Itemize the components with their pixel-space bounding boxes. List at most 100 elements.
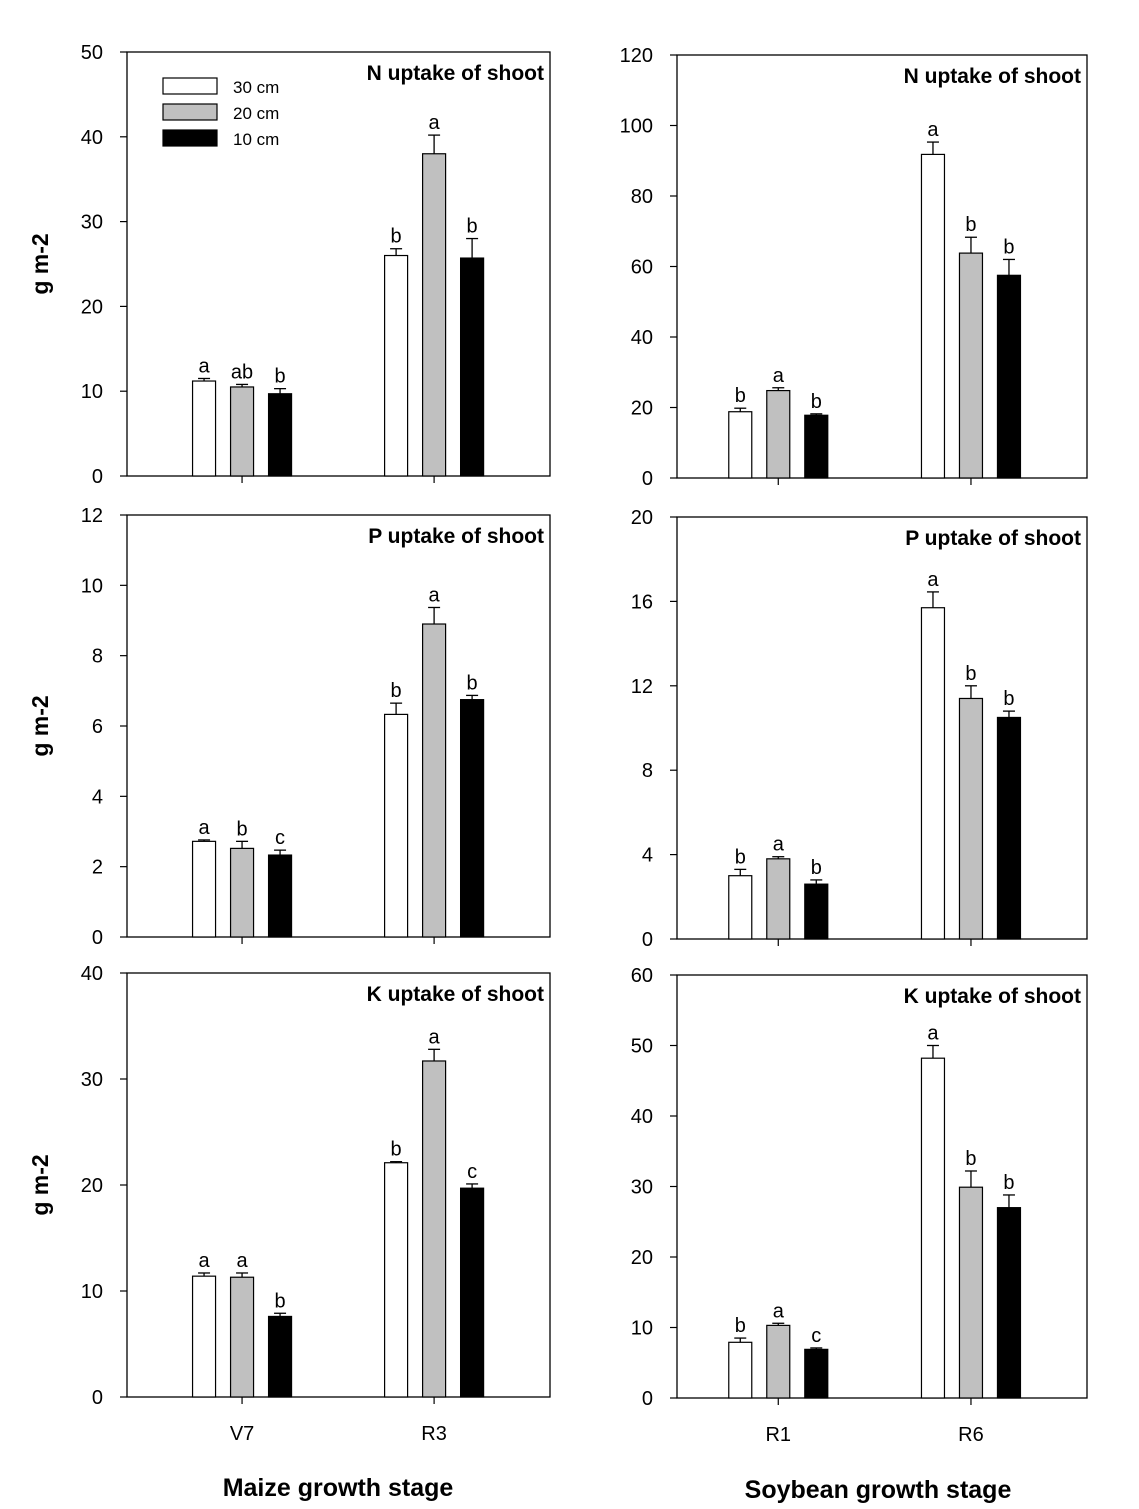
bar-30cm-R1 bbox=[728, 411, 753, 479]
bar-30cm-V7 bbox=[191, 1275, 217, 1398]
panel-title: K uptake of shoot bbox=[904, 985, 1081, 1008]
y-tick-label: 50 bbox=[631, 1036, 653, 1058]
significance-letter: b bbox=[735, 385, 746, 407]
significance-letter: a bbox=[773, 834, 785, 856]
bar-30cm-R3 bbox=[383, 254, 409, 477]
y-tick-label: 50 bbox=[81, 42, 103, 64]
y-tick-label: 60 bbox=[631, 257, 653, 279]
legend-label: 20 cm bbox=[233, 104, 279, 123]
y-tick-label: 40 bbox=[81, 127, 103, 149]
x-axis-label-maize: Maize growth stage bbox=[223, 1474, 454, 1502]
bar-20cm-V7 bbox=[229, 1276, 255, 1398]
y-tick-label: 20 bbox=[631, 1247, 653, 1269]
significance-letter: b bbox=[965, 663, 976, 685]
significance-letter: a bbox=[429, 584, 441, 606]
bar-30cm-R3 bbox=[383, 1162, 409, 1398]
legend-label: 30 cm bbox=[233, 78, 279, 97]
legend: 30 cm 20 cm 10 cm bbox=[162, 77, 279, 149]
panel-title: N uptake of shoot bbox=[904, 65, 1081, 88]
y-axis-label-n: g m-2 bbox=[27, 233, 53, 294]
significance-letter: a bbox=[927, 1023, 939, 1045]
bar-20cm-R3 bbox=[421, 623, 447, 938]
bar-20cm-R1 bbox=[766, 1324, 791, 1399]
bar-10cm-R3 bbox=[459, 1187, 485, 1398]
significance-letter: c bbox=[275, 827, 285, 849]
bar-10cm-R1 bbox=[804, 1348, 829, 1399]
y-tick-label: 20 bbox=[631, 507, 653, 529]
y-axis-label-k: g m-2 bbox=[27, 1154, 53, 1215]
bar-10cm-V7 bbox=[267, 393, 293, 477]
significance-letter: b bbox=[1003, 1172, 1014, 1194]
bar-20cm-R6 bbox=[958, 1186, 984, 1399]
y-tick-label: 0 bbox=[92, 1387, 103, 1409]
significance-letter: a bbox=[773, 1300, 785, 1322]
bar-20cm-R1 bbox=[766, 389, 791, 479]
axes-frame bbox=[126, 514, 551, 938]
significance-letter: c bbox=[811, 1325, 821, 1347]
y-tick-label: 20 bbox=[81, 296, 103, 318]
significance-letter: a bbox=[236, 1250, 248, 1272]
y-tick-label: 60 bbox=[631, 965, 653, 987]
y-axis-label-p: g m-2 bbox=[27, 695, 53, 756]
y-tick-label: 0 bbox=[642, 1388, 653, 1410]
panel-title: K uptake of shoot bbox=[367, 983, 544, 1006]
significance-letter: b bbox=[965, 214, 976, 236]
bar-30cm-R3 bbox=[383, 713, 409, 938]
legend-swatch bbox=[162, 129, 218, 147]
y-tick-label: 20 bbox=[81, 1175, 103, 1197]
significance-letter: b bbox=[965, 1148, 976, 1170]
legend-label: 10 cm bbox=[233, 130, 279, 149]
significance-letter: a bbox=[429, 1026, 441, 1048]
y-tick-label: 0 bbox=[642, 468, 653, 490]
bar-30cm-R6 bbox=[920, 607, 946, 940]
y-tick-label: 0 bbox=[92, 927, 103, 949]
significance-letter: b bbox=[735, 846, 746, 868]
y-tick-label: 0 bbox=[92, 466, 103, 488]
y-tick-label: 12 bbox=[631, 676, 653, 698]
y-tick-label: 0 bbox=[642, 929, 653, 951]
significance-letter: b bbox=[391, 680, 402, 702]
bar-30cm-R1 bbox=[728, 875, 753, 940]
x-axis-label-soybean: Soybean growth stage bbox=[745, 1476, 1012, 1504]
panel-title: N uptake of shoot bbox=[367, 62, 544, 85]
y-tick-label: 2 bbox=[92, 857, 103, 879]
bar-30cm-V7 bbox=[191, 840, 217, 938]
y-tick-label: 120 bbox=[620, 45, 653, 67]
significance-letter: a bbox=[198, 355, 210, 377]
significance-letter: ab bbox=[231, 361, 253, 383]
bar-30cm-R1 bbox=[728, 1341, 753, 1399]
y-tick-label: 4 bbox=[92, 786, 103, 808]
y-tick-label: 30 bbox=[81, 1069, 103, 1091]
bar-20cm-R6 bbox=[958, 697, 984, 940]
panel-3: 0 2 4 6 8 10 12 P uptake of shoot a b c b a b bbox=[81, 505, 551, 949]
bar-30cm-V7 bbox=[191, 380, 217, 477]
panel-title: P uptake of shoot bbox=[368, 525, 544, 548]
bar-20cm-R3 bbox=[421, 1060, 447, 1398]
y-tick-label: 12 bbox=[81, 505, 103, 527]
bar-20cm-R6 bbox=[958, 252, 984, 479]
significance-letter: b bbox=[274, 1290, 285, 1312]
panel-5: 0 10 20 30 40 K uptake of shoot V7 a a b R3 b a c bbox=[81, 963, 551, 1445]
bar-10cm-R6 bbox=[996, 716, 1022, 940]
significance-letter: a bbox=[927, 119, 939, 141]
bar-10cm-R3 bbox=[459, 257, 485, 477]
significance-letter: a bbox=[773, 365, 785, 387]
significance-letter: a bbox=[198, 1250, 210, 1272]
y-tick-label: 100 bbox=[620, 116, 653, 138]
significance-letter: b bbox=[236, 818, 247, 840]
significance-letter: b bbox=[1003, 236, 1014, 258]
axes-frame bbox=[126, 972, 551, 1398]
significance-letter: b bbox=[811, 857, 822, 879]
significance-letter: a bbox=[429, 112, 441, 134]
significance-letter: b bbox=[467, 216, 478, 238]
y-tick-label: 8 bbox=[92, 646, 103, 668]
bar-10cm-V7 bbox=[267, 854, 293, 938]
significance-letter: b bbox=[467, 672, 478, 694]
bar-10cm-R3 bbox=[459, 699, 485, 938]
y-tick-label: 40 bbox=[81, 963, 103, 985]
bar-10cm-V7 bbox=[267, 1315, 293, 1398]
significance-letter: a bbox=[927, 569, 939, 591]
y-tick-label: 16 bbox=[631, 591, 653, 613]
y-tick-label: 10 bbox=[81, 1281, 103, 1303]
